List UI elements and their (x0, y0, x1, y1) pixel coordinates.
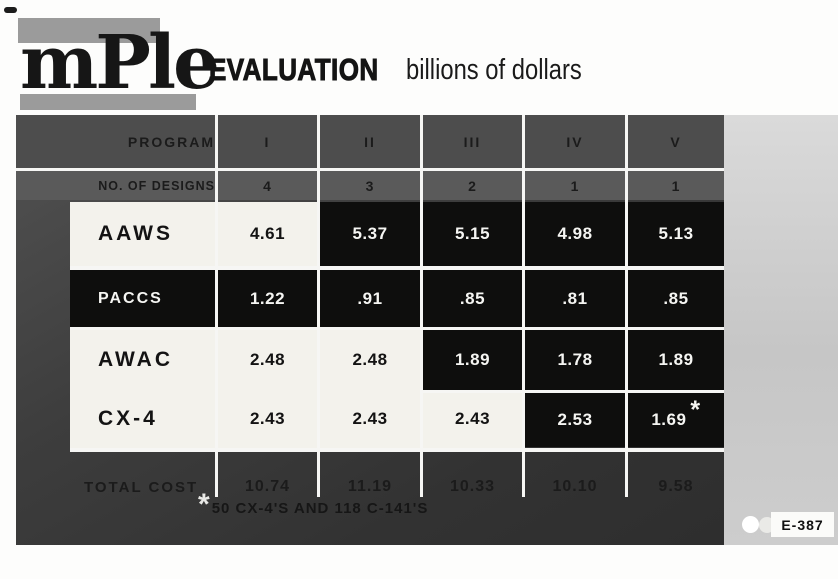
total-tick-2 (317, 452, 320, 497)
column-header-3: III (463, 133, 482, 150)
cell-awac-1: 2.48 (249, 350, 286, 369)
logo-text: mPle (20, 20, 220, 106)
cell-aaws-5: 5.13 (628, 202, 724, 266)
total-cost-label: TOTAL COST (84, 478, 199, 496)
cell-paccs-1: 1.22 (218, 270, 317, 327)
grid-hline-bottom (70, 448, 724, 452)
designs-value-1: 4 (263, 177, 272, 194)
cell-cx4-1: 2.43 (249, 409, 286, 428)
right-gray-strip (724, 115, 838, 545)
row-label-aaws: AAWS (70, 202, 243, 266)
row-label-cx4: CX-4 (98, 407, 158, 430)
scan-artifact (4, 7, 17, 13)
cell-awac-5: 1.89 (628, 330, 724, 390)
cell-paccs-4: .81 (525, 270, 625, 327)
grid-vline-5 (625, 115, 628, 452)
cell-cx4-3: 2.43 (454, 409, 491, 428)
total-value-5: 9.58 (658, 478, 694, 495)
total-value-1: 10.74 (244, 478, 291, 495)
cell-aaws-2: 5.37 (320, 202, 420, 266)
footnote: * 50 CX-4'S AND 118 C-141'S (198, 490, 428, 520)
logo-bar-bottom (20, 94, 196, 110)
grid-hline-header (16, 168, 724, 171)
cell-aaws-4: 4.98 (525, 202, 625, 266)
total-tick-4 (522, 452, 525, 497)
column-header-2: II (364, 133, 376, 150)
cell-awac-4: 1.78 (525, 330, 625, 390)
total-tick-5 (625, 452, 628, 497)
column-header-5: V (670, 133, 682, 150)
column-header-4: IV (566, 133, 584, 150)
figure-id-badge: E-387 (771, 512, 834, 537)
cell-awac-2: 2.48 (352, 350, 388, 369)
designs-value-4: 1 (570, 177, 580, 194)
cell-paccs-2: .91 (320, 270, 420, 327)
total-value-4: 10.10 (552, 478, 598, 495)
cell-aaws-3: 5.15 (423, 202, 522, 266)
grid-vline-4 (522, 115, 525, 452)
cell-cx4-2: 2.43 (352, 409, 388, 428)
cell-awac-3: 1.89 (423, 330, 522, 390)
grid-hline-aaws-paccs (70, 266, 724, 270)
grid-vline-3 (420, 115, 423, 452)
page-subtitle: billions of dollars (406, 54, 582, 86)
total-tick-1 (215, 452, 218, 497)
total-value-2: 11.19 (347, 478, 393, 495)
designs-value-5: 1 (671, 177, 681, 194)
cell-cx4-5-value: 1.69 (651, 410, 687, 429)
row-label-awac: AWAC (98, 348, 173, 371)
designs-value-3: 2 (468, 177, 477, 194)
white-cell-zone (70, 330, 420, 448)
cell-cx4-5: 1.69 * (628, 393, 724, 447)
column-header-1: I (264, 133, 271, 150)
grid-vline-2 (317, 115, 320, 452)
footnote-marker: * (198, 488, 210, 521)
program-header-band (16, 115, 724, 168)
cell-paccs-3: .85 (423, 270, 522, 327)
page-title: EVALUATION (209, 52, 379, 88)
footnote-text: 50 CX-4'S AND 118 C-141'S (211, 500, 429, 517)
grid-hline-awac-cx4 (423, 390, 724, 393)
badge-dot-1 (742, 516, 759, 533)
white-cell-cx4-col3 (423, 393, 522, 448)
grid-vline-1 (215, 115, 218, 452)
logo-bar-top (18, 18, 160, 43)
program-header-label: PROGRAM (127, 133, 215, 150)
row-label-paccs: PACCS (70, 270, 243, 327)
total-tick-3 (420, 452, 423, 497)
cell-cx4-4: 2.53 (525, 393, 625, 447)
designs-header-label: NO. OF DESIGNS (98, 178, 215, 193)
designs-value-2: 3 (365, 177, 375, 194)
cell-paccs-5: .85 (628, 270, 724, 327)
cell-aaws-1: 4.61 (218, 202, 317, 266)
total-value-3: 10.33 (449, 478, 496, 495)
grid-hline-paccs-awac (70, 327, 724, 330)
designs-header-band (16, 171, 724, 200)
